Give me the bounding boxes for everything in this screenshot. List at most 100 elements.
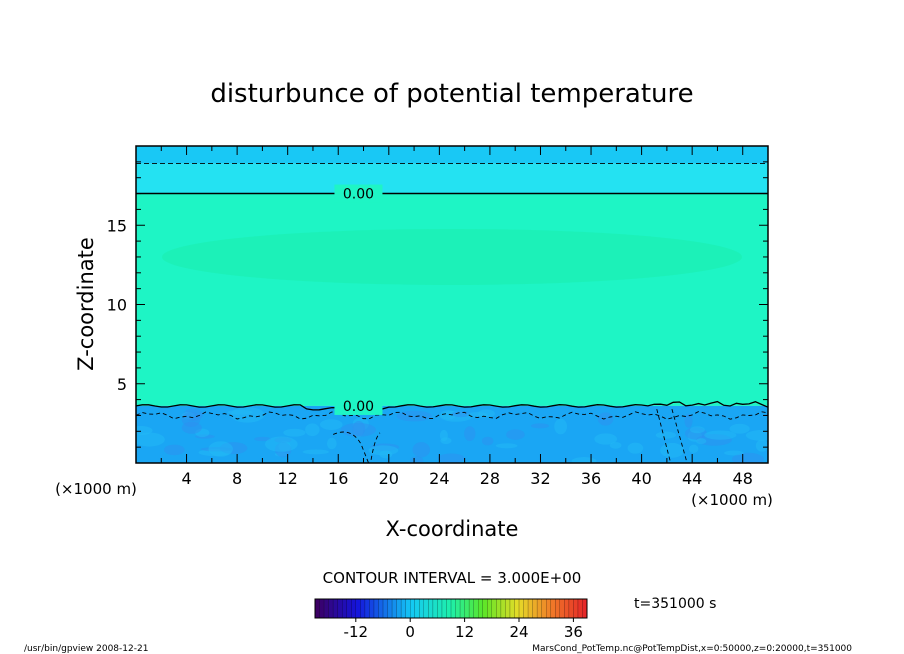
colorbar-cell bbox=[550, 599, 556, 618]
x-tick-label: 16 bbox=[328, 469, 348, 488]
texture-blob bbox=[451, 410, 471, 418]
texture-blob bbox=[755, 439, 768, 452]
texture-blob bbox=[440, 409, 457, 420]
texture-blob bbox=[745, 429, 768, 441]
colorbar-cell bbox=[446, 599, 452, 618]
colorbar-cell bbox=[519, 599, 524, 618]
texture-blob bbox=[326, 437, 337, 450]
texture-blob bbox=[594, 433, 618, 445]
x-tick-label: 28 bbox=[480, 469, 500, 488]
colorbar-cell bbox=[464, 599, 470, 618]
colorbar-cell bbox=[423, 599, 429, 618]
colorbar-cell bbox=[532, 599, 538, 618]
colorbar-cell bbox=[577, 599, 583, 618]
texture-blob bbox=[439, 429, 448, 442]
texture-blob bbox=[684, 413, 693, 428]
colorbar-cell bbox=[360, 599, 366, 618]
texture-blob bbox=[283, 428, 306, 437]
colorbar-cell bbox=[451, 599, 456, 618]
texture-blob bbox=[162, 228, 742, 285]
texture-blob bbox=[227, 409, 253, 415]
x-tick-label: 44 bbox=[682, 469, 702, 488]
colorbar bbox=[314, 598, 588, 619]
colorbar-cell bbox=[559, 599, 565, 618]
colorbar-cell bbox=[328, 599, 334, 618]
y-axis-label: Z-coordinate bbox=[74, 237, 98, 371]
texture-blob bbox=[410, 456, 424, 463]
texture-blob bbox=[597, 412, 614, 426]
contour-line-zero-lower bbox=[136, 400, 768, 411]
texture-blob bbox=[729, 423, 750, 434]
colorbar-cell bbox=[401, 599, 406, 618]
colorbar-cell bbox=[473, 599, 479, 618]
colorbar-tick-label: 0 bbox=[405, 623, 415, 641]
y-axis-unit: (×1000 m) bbox=[55, 480, 137, 498]
colorbar-cell bbox=[487, 599, 493, 618]
texture-blob bbox=[481, 436, 494, 446]
colorbar-cell bbox=[573, 599, 579, 618]
texture-blob bbox=[704, 430, 737, 440]
x-tick-label: 4 bbox=[181, 469, 191, 488]
colorbar-cell bbox=[564, 599, 570, 618]
colorbar-cell bbox=[582, 599, 588, 618]
footer-right: MarsCond_PotTemp.nc@PotTempDist,x=0:5000… bbox=[532, 644, 852, 654]
colorbar-cell bbox=[491, 599, 497, 618]
y-tick-label: 5 bbox=[117, 375, 127, 394]
texture-blob bbox=[230, 407, 265, 423]
colorbar-cell bbox=[437, 599, 443, 618]
chart-title: disturbunce of potential temperature bbox=[210, 79, 693, 109]
texture-blob bbox=[464, 426, 476, 442]
texture-blob bbox=[724, 450, 744, 456]
contour-label-bg bbox=[334, 184, 383, 203]
texture-blob bbox=[254, 436, 271, 442]
colorbar-cell bbox=[392, 599, 397, 618]
colorbar-cell bbox=[523, 599, 529, 618]
texture-blob bbox=[396, 410, 432, 422]
colorbar-cell bbox=[514, 599, 520, 618]
x-tick-label: 32 bbox=[530, 469, 550, 488]
colorbar-cell bbox=[509, 599, 515, 618]
colorbar-cell bbox=[378, 599, 384, 618]
colorbar-cell bbox=[441, 599, 447, 618]
x-tick-label: 36 bbox=[581, 469, 601, 488]
contour-label: 0.00 bbox=[343, 399, 374, 415]
colorbar-tick-label: 36 bbox=[564, 623, 583, 641]
x-tick-label: 12 bbox=[278, 469, 298, 488]
texture-blob bbox=[689, 426, 705, 434]
colorbar-cell bbox=[478, 599, 484, 618]
colorbar-cell bbox=[460, 599, 465, 618]
texture-blob bbox=[467, 412, 488, 418]
y-tick-label: 15 bbox=[107, 216, 127, 235]
time-label: t=351000 s bbox=[634, 596, 716, 612]
colorbar-cell bbox=[346, 599, 352, 618]
colorbar-frame bbox=[314, 598, 588, 619]
x-tick-label: 40 bbox=[631, 469, 651, 488]
colorbar-tick-label: -12 bbox=[344, 623, 369, 641]
contour-label-bg bbox=[334, 396, 383, 415]
colorbar-cell bbox=[351, 599, 357, 618]
footer-left: /usr/bin/gpview 2008-12-21 bbox=[24, 644, 148, 654]
x-tick-label: 8 bbox=[232, 469, 242, 488]
colorbar-cell bbox=[315, 599, 320, 618]
x-axis-unit: (×1000 m) bbox=[691, 491, 773, 509]
colorbar-cell bbox=[364, 599, 370, 618]
contour-feature-dashed bbox=[656, 408, 688, 463]
texture-blob bbox=[655, 431, 677, 439]
colorbar-cell bbox=[419, 599, 425, 618]
contour-label: 0.00 bbox=[343, 187, 374, 203]
texture-blob bbox=[340, 422, 377, 437]
x-tick-label: 20 bbox=[379, 469, 399, 488]
contour-interval-label: CONTOUR INTERVAL = 3.000E+00 bbox=[323, 569, 582, 587]
texture-blob bbox=[506, 429, 525, 440]
texture-blob bbox=[437, 453, 465, 463]
texture-blob bbox=[379, 450, 393, 459]
plot-area bbox=[136, 146, 768, 463]
colorbar-cell bbox=[414, 599, 420, 618]
texture-blob bbox=[208, 441, 233, 457]
colorbar-cell bbox=[373, 599, 379, 618]
color-band-2 bbox=[136, 193, 768, 406]
colorbar-cell bbox=[568, 599, 574, 618]
x-tick-label: 48 bbox=[733, 469, 753, 488]
colorbar-tick-label: 24 bbox=[509, 623, 528, 641]
